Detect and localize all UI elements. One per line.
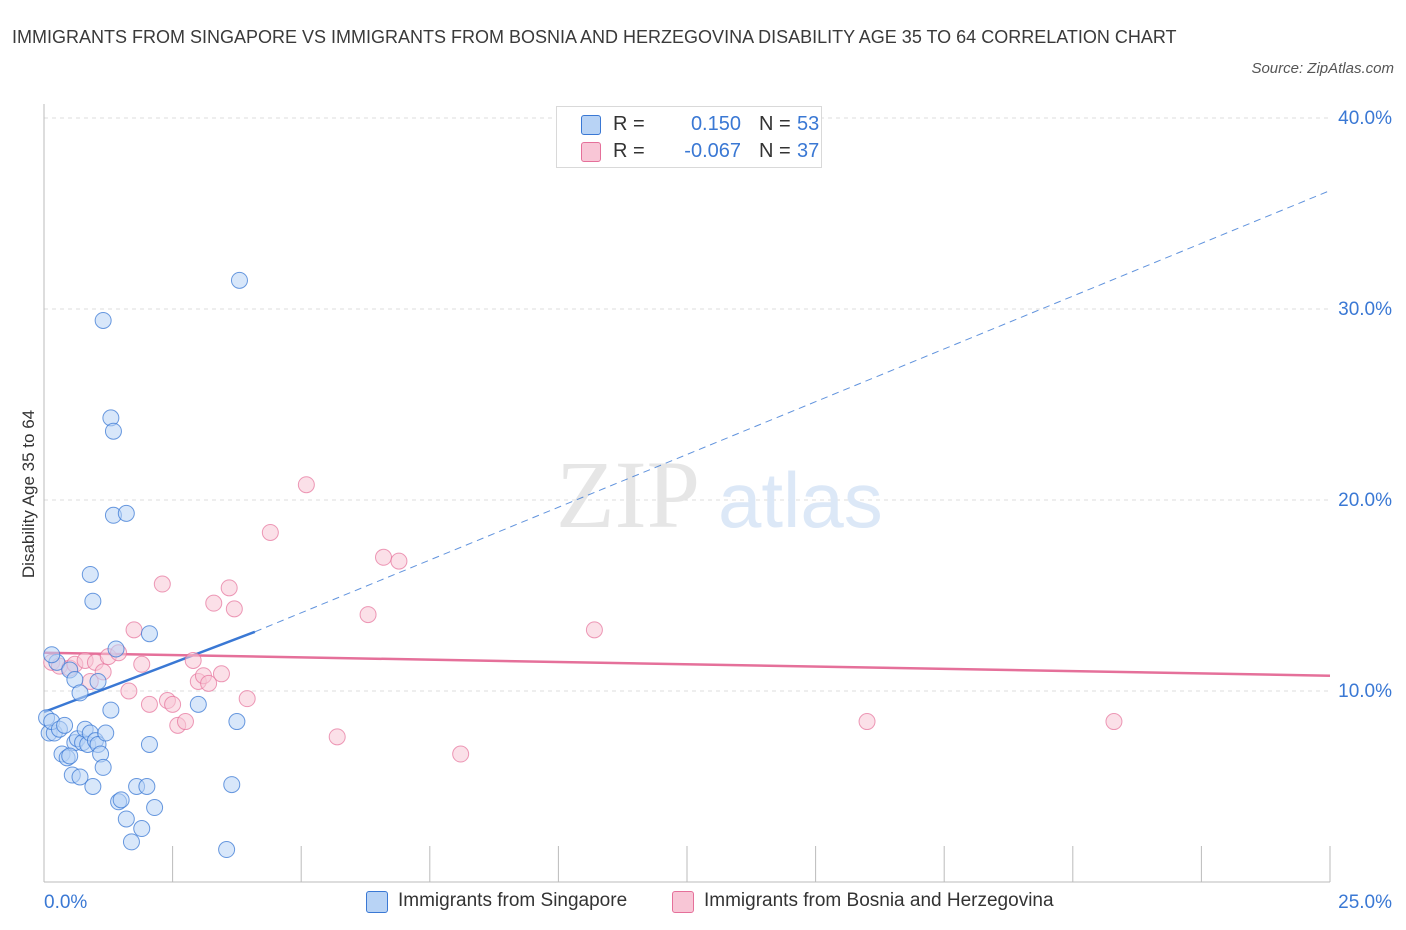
watermark: ZIP atlas (556, 441, 883, 548)
x-tick-label: 0.0% (44, 892, 87, 913)
bosnia-point (858, 713, 876, 731)
bosnia-point (205, 594, 223, 612)
bosnia-point (328, 728, 346, 746)
bosnia-point (212, 665, 230, 683)
singapore-point (71, 684, 89, 702)
watermark-zip: ZIP (556, 441, 700, 548)
bosnia-point (390, 552, 408, 570)
singapore-point (140, 625, 158, 643)
bosnia-point (133, 655, 151, 673)
bottom-legend-swatch-singapore (366, 891, 388, 913)
legend-n-value: 53 (797, 113, 820, 135)
bosnia-point (359, 606, 377, 624)
bosnia-point (1105, 713, 1123, 731)
legend-n-label: N = (759, 113, 791, 135)
correlation-legend: R = 0.150 N = 53 R = -0.067 N = 37 (556, 106, 822, 168)
singapore-point (112, 791, 130, 809)
singapore-point (43, 646, 61, 664)
singapore-point (117, 810, 135, 828)
y-axis-label-group: Disability Age 35 to 64 (19, 410, 38, 578)
bosnia-point (120, 682, 138, 700)
bottom-legend-label-bosnia: Immigrants from Bosnia and Herzegovina (704, 890, 1054, 911)
bosnia-point (452, 745, 470, 763)
bosnia-point (238, 690, 256, 708)
singapore-point (56, 716, 74, 734)
y-tick-label: 30.0% (1338, 299, 1392, 320)
legend-r-label: R = (613, 113, 645, 135)
singapore-point (84, 778, 102, 795)
bosnia-point (164, 695, 182, 713)
bosnia-point (297, 476, 315, 494)
chart-title: IMMIGRANTS FROM SINGAPORE VS IMMIGRANTS … (12, 27, 1177, 47)
singapore-point (71, 768, 89, 786)
legend-n-value: 37 (797, 140, 820, 162)
source-label: Source: ZipAtlas.com (1251, 60, 1394, 77)
bosnia-point (140, 695, 158, 713)
legend-swatch-bosnia (581, 142, 601, 162)
singapore-point (122, 833, 140, 851)
singapore-point (84, 592, 102, 610)
x-tick-label: 25.0% (1338, 892, 1392, 913)
y-tick-label: 20.0% (1338, 490, 1392, 511)
axis-layer: 10.0% 20.0% 30.0% 40.0% 0.0% 25.0% (43, 104, 1392, 913)
bosnia-point (176, 713, 194, 731)
bosnia-trend-line (43, 651, 1331, 677)
bosnia-point (375, 548, 393, 566)
singapore-point (133, 820, 151, 838)
y-tick-label: 10.0% (1338, 681, 1392, 702)
singapore-point (104, 422, 122, 440)
singapore-point (61, 747, 79, 765)
bosnia-point (153, 575, 171, 593)
watermark-atlas: atlas (718, 456, 883, 544)
legend-r-value: -0.067 (684, 140, 741, 162)
bosnia-point (585, 621, 603, 639)
singapore-point (81, 565, 99, 583)
y-tick-label: 40.0% (1338, 108, 1392, 129)
singapore-point (223, 776, 241, 794)
singapore-point (228, 713, 246, 731)
legend-swatch-singapore (581, 115, 601, 135)
legend-n-label: N = (759, 140, 791, 162)
singapore-point (94, 758, 112, 776)
singapore-point (146, 799, 164, 817)
singapore-point (107, 640, 125, 658)
singapore-trend-extension (254, 190, 1331, 633)
bosnia-point (220, 579, 238, 597)
bosnia-point (225, 600, 243, 618)
bottom-legend-label-singapore: Immigrants from Singapore (398, 890, 628, 911)
points-layer (38, 271, 1123, 859)
singapore-point (94, 311, 112, 329)
bosnia-point (184, 651, 202, 669)
bosnia-point (200, 674, 218, 692)
legend-r-value: 0.150 (690, 113, 741, 135)
y-axis-label: Disability Age 35 to 64 (19, 410, 38, 578)
bottom-legend-swatch-bosnia (672, 891, 694, 913)
singapore-point (89, 672, 107, 690)
singapore-point (230, 271, 248, 289)
singapore-point (138, 778, 156, 795)
legend-r-label: R = (613, 140, 645, 162)
singapore-point (102, 701, 120, 719)
singapore-point (218, 841, 236, 859)
bosnia-point (125, 621, 143, 639)
bosnia-point (261, 523, 279, 541)
singapore-point (140, 735, 158, 753)
singapore-point (117, 504, 135, 522)
singapore-point (97, 724, 115, 742)
singapore-point (189, 695, 207, 713)
